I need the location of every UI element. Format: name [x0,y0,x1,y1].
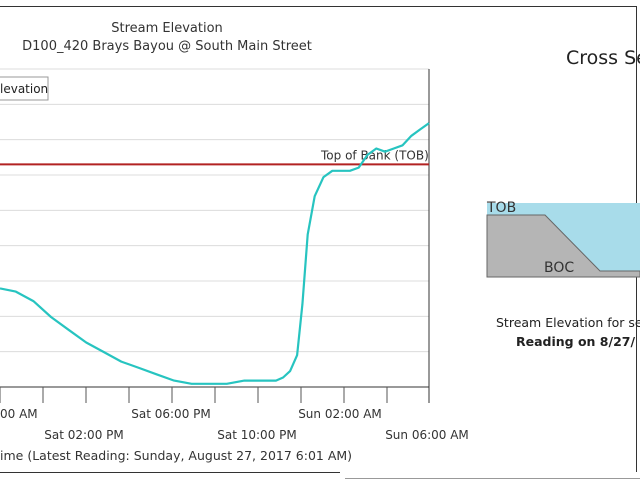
cross-section-reading: Reading on 8/27/ [516,334,636,349]
chart-grid [0,68,429,388]
top-of-bank-label: Top of Bank (TOB) [320,148,429,162]
cross-section-title: Cross Se [566,47,640,69]
x-tick-label: Sun 02:00 AM [298,407,382,421]
legend-label: levation [0,82,48,96]
x-tick-label: 00 AM [0,407,38,421]
section-bottom-rule [345,478,640,479]
chart-legend: levation [0,76,49,101]
x-tick-label: Sat 02:00 PM [44,428,123,442]
chart-title: Stream Elevation [111,21,223,36]
chart-axes [0,69,430,403]
cross-section-caption: Stream Elevation for se [496,315,640,330]
x-tick-label: Sun 06:00 AM [385,428,469,442]
x-tick-label: Sat 06:00 PM [131,407,210,421]
tob-label: TOB [486,200,516,216]
cross-section-diagram: TOB BOC [486,200,640,278]
boc-label: BOC [544,260,574,276]
chart-subtitle: D100_420 Brays Bayou @ South Main Street [22,39,312,54]
channel-bank [486,214,640,278]
stream-elevation-chart: Top of Bank (TOB) levation 00 AM Sat 06:0… [0,68,469,442]
x-tick-labels: 00 AM Sat 06:00 PM Sun 02:00 AM Sat 02:00 P… [0,407,469,442]
x-axis-caption: ime (Latest Reading: Sunday, August 27, … [0,448,353,463]
chart-bottom-rule [0,472,340,473]
x-tick-label: Sat 10:00 PM [217,428,296,442]
series-line-elevation [0,122,430,385]
